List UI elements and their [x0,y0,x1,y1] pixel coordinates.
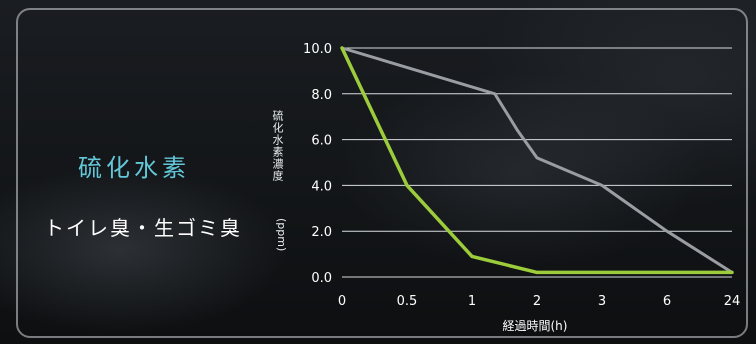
x-tick-label: 3 [598,294,606,309]
y-tick-label: 6.0 [311,134,332,149]
x-tick-label: 6 [663,294,671,309]
y-tick-label: 0.0 [311,271,332,286]
gas-title: 硫化水素 [78,154,190,182]
x-tick-label: 0 [338,294,346,309]
y-tick-label: 4.0 [311,179,332,194]
grid-lines [342,47,732,278]
y-tick-label: 10.0 [303,42,332,57]
y-tick-labels: 0.0 2.0 4.0 6.0 8.0 10.0 [303,42,332,286]
x-tick-label: 1 [468,294,476,309]
x-tick-label: 0.5 [397,294,418,309]
series-lines [340,46,734,275]
panel-frame [16,8,748,338]
y-axis-label: 硫化水素濃度 (ppm) [271,110,297,280]
y-tick-label: 2.0 [311,225,332,240]
x-axis-title: 経過時間(h) [503,319,568,333]
odor-subtitle: トイレ臭・生ゴミ臭 [44,216,242,240]
series-line-1 [340,46,734,274]
y-axis-unit: (ppm) [275,218,288,252]
x-tick-label: 2 [533,294,541,309]
y-axis-title: 硫化水素濃度 [271,110,284,182]
x-tick-labels: 0 0.5 1 2 3 6 24 [338,294,740,309]
y-tick-label: 8.0 [311,88,332,103]
series-line-0 [340,46,734,275]
x-tick-label: 24 [724,294,741,309]
